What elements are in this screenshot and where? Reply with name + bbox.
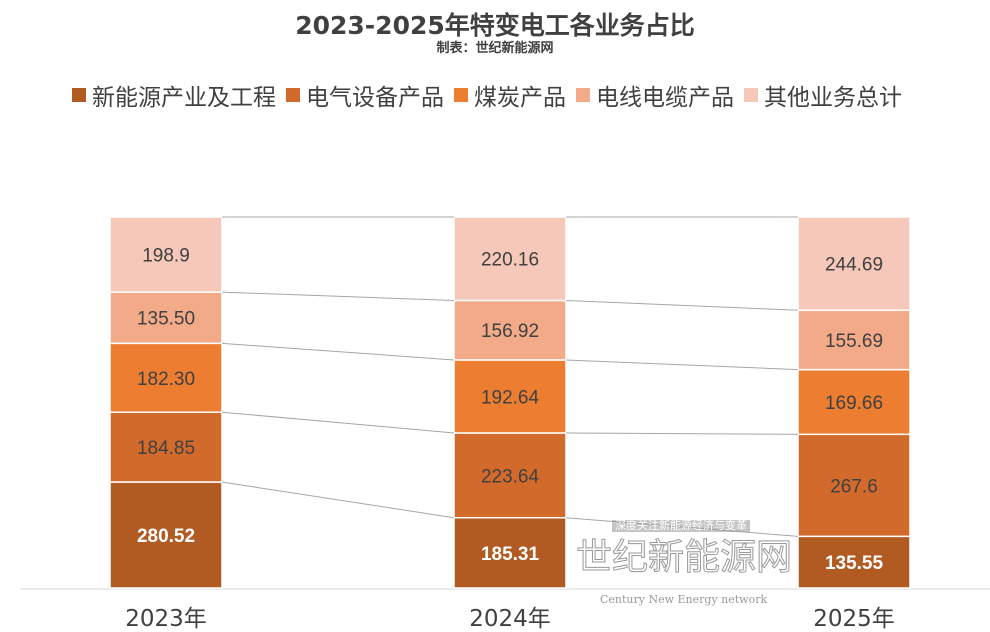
data-label: 182.30 [137,369,195,390]
bar-segment [109,481,223,589]
data-label: 244.69 [825,255,883,276]
legend-item: 煤炭产品 [454,78,566,112]
legend-label: 新能源产业及工程 [92,85,276,111]
x-tick-label: 2024年 [469,606,551,632]
series-connector-line [565,432,799,435]
data-label: 135.50 [137,309,195,330]
legend-item: 其他业务总计 [744,78,902,112]
legend-swatch [286,88,300,102]
bar-segment [797,216,911,312]
data-label: 267.6 [830,476,878,497]
data-label: 198.9 [142,246,190,267]
bar-segment [109,342,223,413]
chart-title: 2023-2025年特变电工各业务占比 [295,11,695,40]
legend-swatch [454,88,468,102]
series-connector-line [221,411,455,434]
legend: 新能源产业及工程 电气设备产品 煤炭产品 电线电缆产品 其他业务总计 [72,78,902,112]
bar-segment [797,368,911,436]
data-label: 223.64 [481,466,540,487]
legend-label: 煤炭产品 [474,85,566,111]
legend-label: 电线电缆产品 [596,85,734,111]
series-connector-line [221,342,455,361]
series-connector-line [221,481,455,519]
data-label: 169.66 [825,393,883,414]
data-label: 220.16 [481,250,539,271]
x-tick-label: 2023年 [125,606,207,632]
legend-swatch [72,88,86,102]
bar-segment [453,359,567,434]
bar-segment [797,309,911,371]
legend-label: 其他业务总计 [764,85,902,111]
series-connector-line [565,299,799,311]
series-connector-line [221,291,455,301]
bar-segment [453,299,567,361]
chart-subtitle: 制表：世纪新能源网 [436,41,554,56]
bar-segment [453,517,567,589]
bar-segment [797,535,911,589]
watermark-slogan: 深度关注新能源经济与变革 [612,519,750,533]
watermark-name-en: Century New Energy network [600,593,768,606]
data-label: 155.69 [825,331,883,352]
watermark-name: 世纪新能源网 [575,537,793,578]
legend-item: 新能源产业及工程 [72,78,276,112]
legend-item: 电气设备产品 [286,78,444,112]
data-label: 185.31 [481,544,540,565]
data-label: 184.85 [137,438,195,459]
bar-segment [453,216,567,302]
data-label: 135.55 [825,553,884,574]
legend-swatch [576,88,590,102]
data-label: 280.52 [137,526,195,547]
bar-segment [453,432,567,519]
x-tick-label: 2025年 [813,606,895,632]
data-label: 192.64 [481,387,540,408]
legend-swatch [744,88,758,102]
legend-item: 电线电缆产品 [576,78,734,112]
series-connector-line [565,359,799,371]
data-label: 156.92 [481,321,539,342]
legend-label: 电气设备产品 [306,85,444,111]
bar-segment [109,216,223,293]
bar-segment [797,433,911,538]
bar-segment [109,411,223,483]
